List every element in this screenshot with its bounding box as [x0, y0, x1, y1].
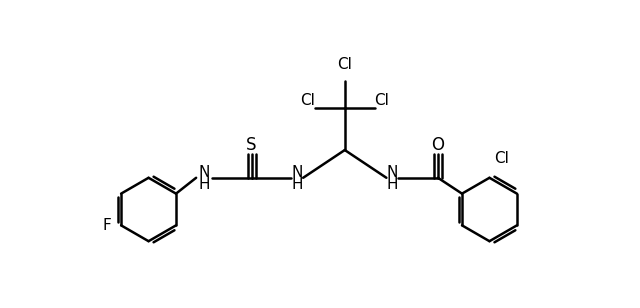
Text: Cl: Cl: [374, 93, 389, 108]
Text: H: H: [387, 177, 398, 192]
Text: Cl: Cl: [300, 93, 315, 108]
Text: N: N: [387, 165, 398, 180]
Text: Cl: Cl: [495, 151, 509, 166]
Text: Cl: Cl: [337, 57, 352, 72]
Text: H: H: [291, 177, 303, 192]
Text: N: N: [198, 165, 210, 180]
Text: O: O: [431, 136, 444, 154]
Text: N: N: [291, 165, 303, 180]
Text: S: S: [246, 136, 257, 154]
Text: H: H: [198, 177, 210, 192]
Text: F: F: [102, 218, 111, 233]
